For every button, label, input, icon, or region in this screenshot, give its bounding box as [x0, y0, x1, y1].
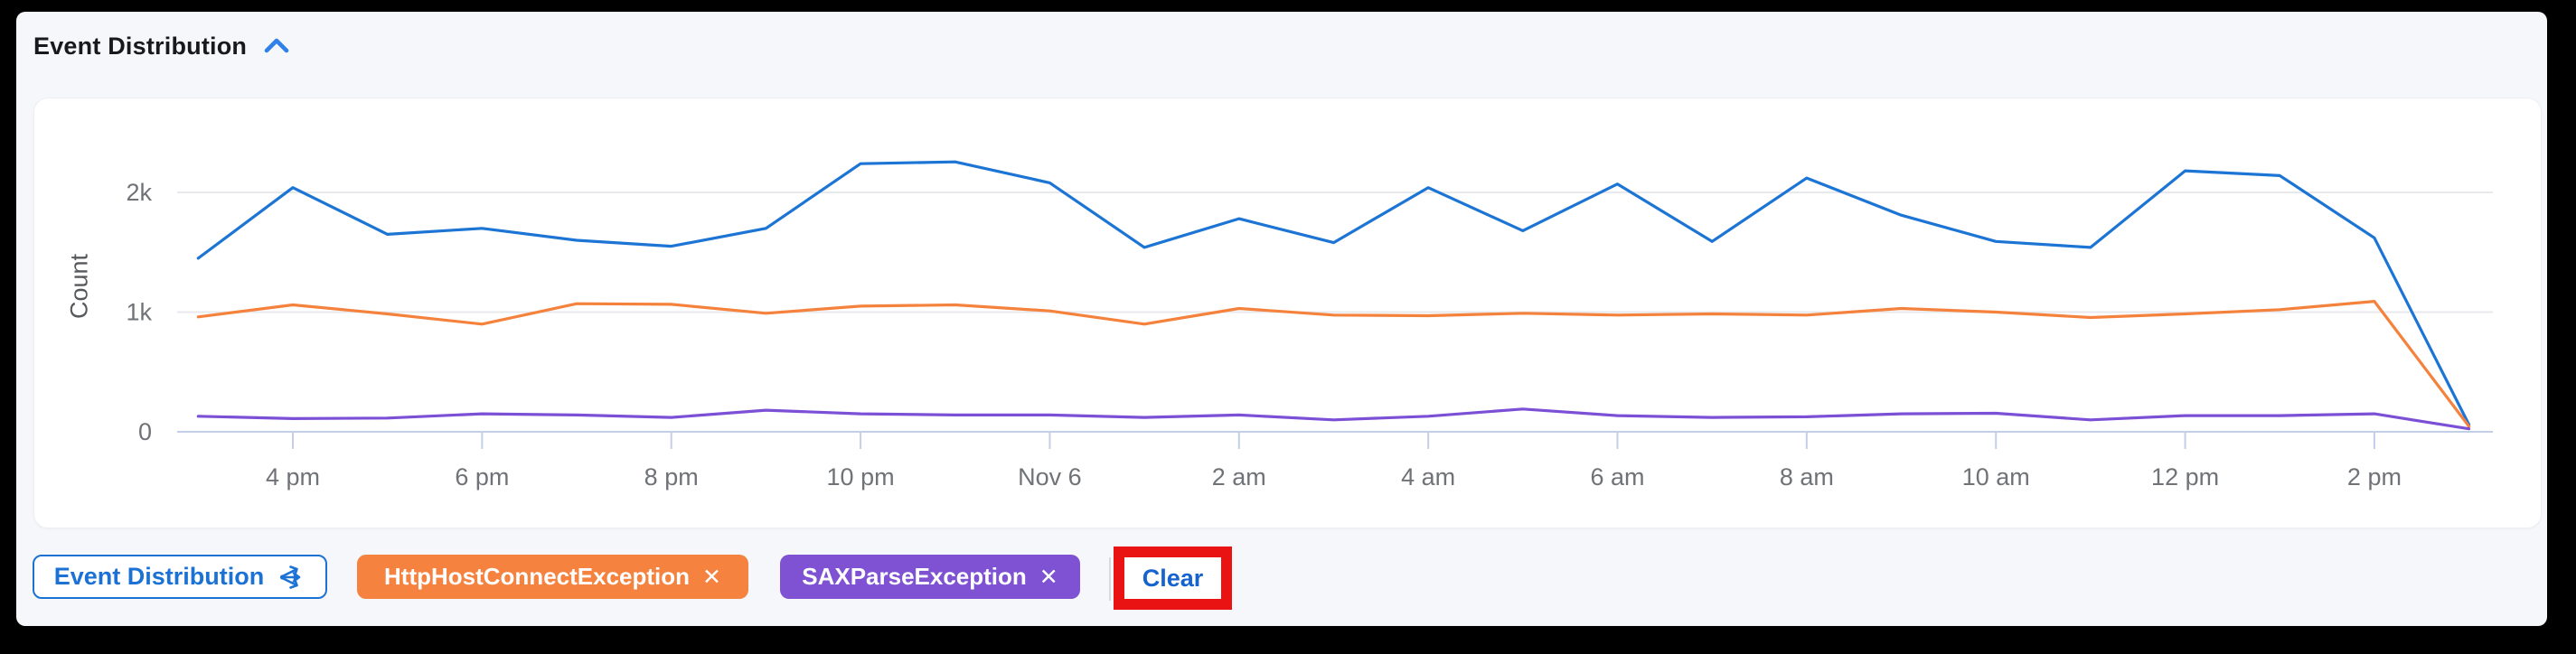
svg-text:2 pm: 2 pm [2347, 463, 2402, 490]
svg-text:10 pm: 10 pm [827, 463, 895, 490]
svg-text:10 am: 10 am [1962, 463, 2030, 490]
close-icon[interactable]: ✕ [1039, 564, 1058, 590]
divider [1109, 557, 1111, 601]
chip-label: SAXParseException [802, 563, 1027, 590]
svg-text:4 am: 4 am [1401, 463, 1455, 490]
svg-text:2k: 2k [126, 179, 152, 206]
filter-chip-saxparseexception[interactable]: SAXParseException ✕ [780, 555, 1080, 599]
event-distribution-button-label: Event Distribution [53, 563, 265, 590]
clear-button[interactable]: Clear [1137, 564, 1209, 593]
chip-label: HttpHostConnectException [384, 563, 691, 590]
svg-text:6 am: 6 am [1590, 463, 1644, 490]
event-distribution-chart: 0 1k 2k 4 pm 6 pm 8 pm 10 pm Nov 6 2 am 4 am 6 am 8… [126, 160, 2493, 490]
svg-text:4 pm: 4 pm [266, 463, 320, 490]
svg-text:8 pm: 8 pm [644, 463, 699, 490]
y-axis-label: Count [65, 253, 93, 320]
chart-card: 0 1k 2k 4 pm 6 pm 8 pm 10 pm Nov 6 2 am 4 am 6 am 8… [33, 98, 2542, 528]
page-title: Event Distribution [33, 32, 248, 60]
svg-text:Nov 6: Nov 6 [1018, 463, 1082, 490]
svg-text:12 pm: 12 pm [2151, 463, 2219, 490]
svg-text:8 am: 8 am [1780, 463, 1834, 490]
red-highlight-annotation: Clear [1114, 547, 1232, 610]
panel-header: Event Distribution [33, 32, 290, 61]
event-distribution-button[interactable]: Event Distribution [33, 555, 327, 599]
event-distribution-panel: Event Distribution 0 1k 2k 4 pm 6 pm 8 pm 10 p… [16, 12, 2547, 626]
close-icon[interactable]: ✕ [702, 564, 721, 590]
svg-text:2 am: 2 am [1212, 463, 1266, 490]
share-branch-icon [280, 565, 301, 589]
svg-text:6 pm: 6 pm [455, 463, 509, 490]
filter-chip-httphostconnectexception[interactable]: HttpHostConnectException ✕ [357, 555, 748, 599]
svg-text:0: 0 [138, 418, 152, 445]
chevron-up-icon[interactable] [263, 36, 290, 56]
svg-text:1k: 1k [126, 299, 152, 326]
